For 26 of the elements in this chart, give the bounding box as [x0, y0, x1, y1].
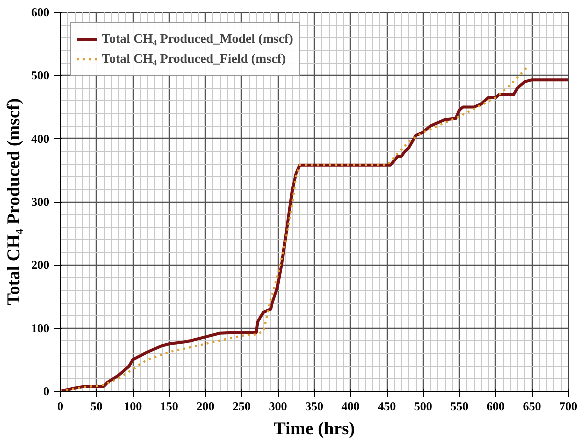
x-tick-label: 350 [306, 400, 324, 414]
y-tick-label: 200 [32, 258, 50, 272]
x-tick-label: 0 [58, 400, 64, 414]
x-tick-label: 600 [486, 400, 505, 414]
x-tick-label: 450 [378, 400, 396, 414]
y-tick-label: 400 [32, 132, 50, 146]
x-tick-label: 150 [160, 400, 178, 414]
y-tick-label: 100 [32, 321, 50, 336]
x-tick-label: 300 [269, 400, 288, 414]
x-axis-title: Time (hrs) [274, 418, 356, 438]
x-tick-label: 700 [560, 400, 578, 414]
x-tick-label: 400 [342, 400, 360, 414]
legend-label: Total CH₄ Produced_Field (mscf) [102, 51, 286, 67]
y-tick-label: 500 [32, 68, 50, 83]
x-tick-label: 550 [450, 400, 469, 414]
x-tick-label: 500 [414, 400, 432, 414]
y-tick-label: 300 [32, 195, 50, 209]
x-tick-label: 100 [124, 400, 142, 414]
y-tick-label: 0 [44, 384, 50, 398]
legend-label: Total CH₄ Produced_Model (mscf) [102, 31, 294, 47]
y-tick-label: 600 [32, 6, 50, 20]
x-tick-label: 650 [523, 400, 542, 414]
x-tick-label: 50 [90, 400, 103, 414]
x-tick-label: 200 [196, 400, 215, 414]
x-tick-label: 250 [232, 400, 251, 414]
y-axis-title: Total CH₄ Produced (mscf) [4, 98, 24, 306]
